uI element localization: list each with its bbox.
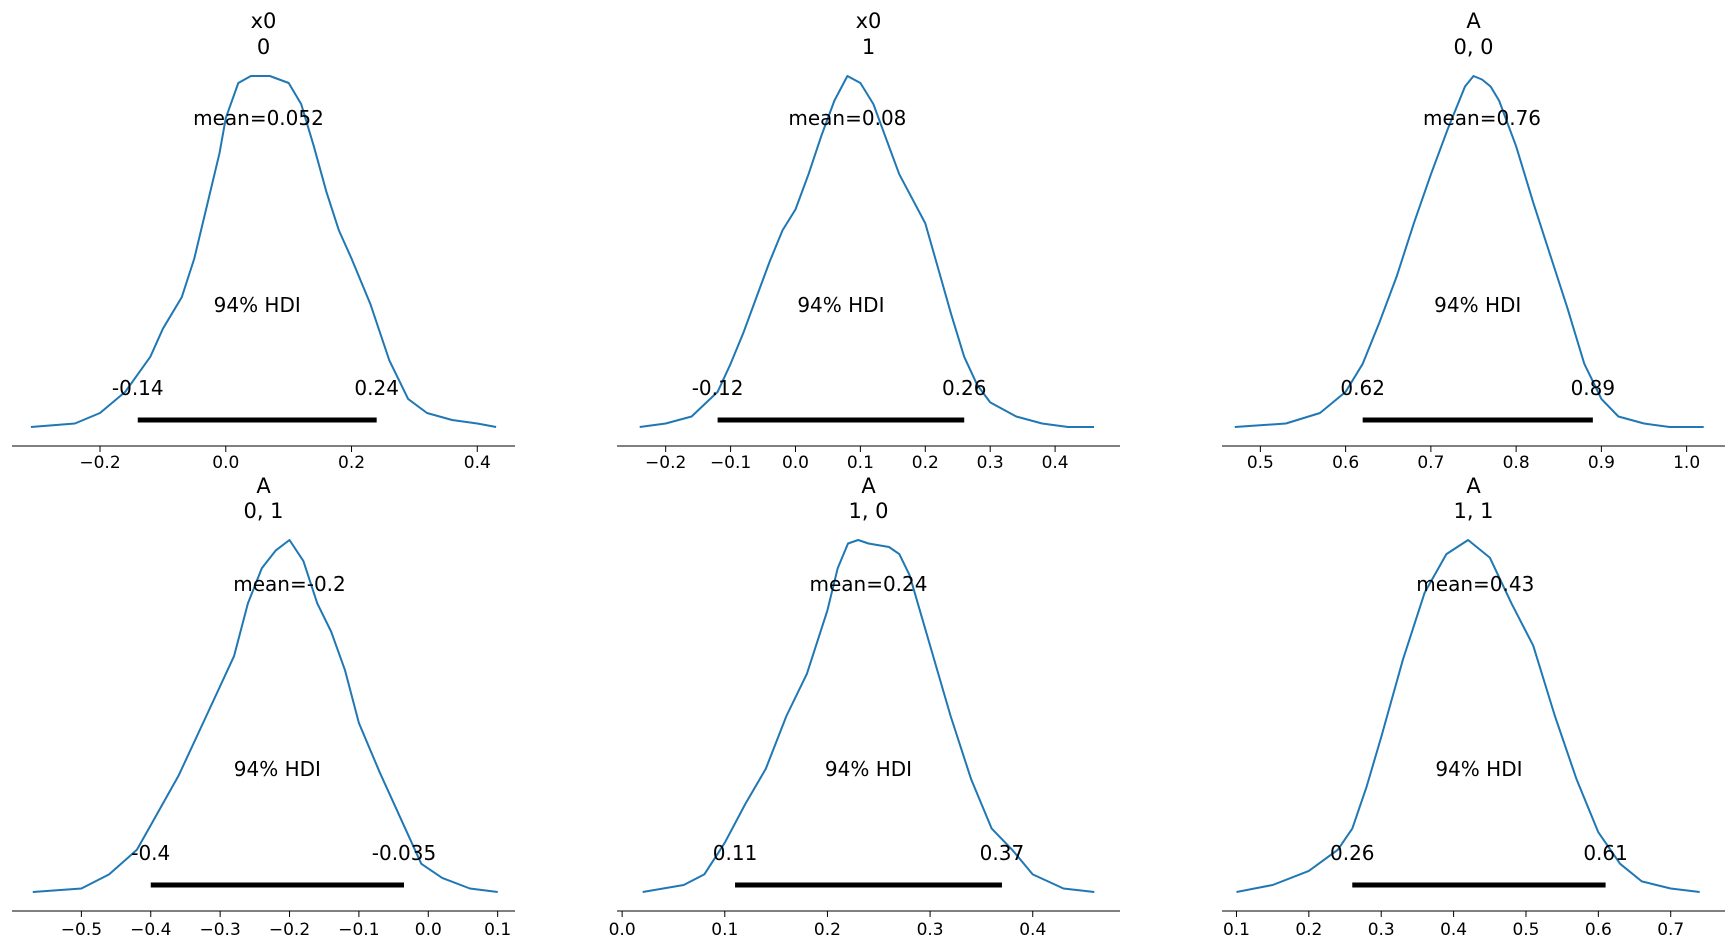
posterior-panel-3: A0, 1 mean=-0.2 94% HDI -0.4 -0.035 −0.5 −0.4 −… bbox=[12, 474, 515, 940]
x-tick-label: 0.6 bbox=[1585, 920, 1612, 940]
panel-title-line-0: x0 bbox=[251, 9, 277, 33]
x-tick-label: 0.2 bbox=[814, 920, 841, 940]
x-tick-label: −0.1 bbox=[710, 453, 751, 473]
hdi-label: 94% HDI bbox=[214, 293, 301, 317]
panel-title-line-1: 1, 1 bbox=[1453, 499, 1493, 523]
x-tick-label: 0.1 bbox=[847, 453, 874, 473]
density-curve bbox=[30, 75, 497, 428]
posterior-panel-4: A1, 0 mean=0.24 94% HDI 0.11 0.37 0.0 0.1 0.2 0.… bbox=[609, 474, 1120, 940]
x-tick-label: 0.3 bbox=[1368, 920, 1395, 940]
density-curve bbox=[1236, 539, 1700, 893]
hdi-upper-label: -0.035 bbox=[372, 841, 436, 865]
density-curve bbox=[642, 539, 1095, 893]
x-tick-label: 0.0 bbox=[782, 453, 809, 473]
panel-title-line-0: A bbox=[861, 474, 876, 498]
hdi-upper-label: 0.89 bbox=[1571, 376, 1616, 400]
x-tick-label: 0.3 bbox=[917, 920, 944, 940]
density-curve bbox=[32, 539, 498, 893]
x-tick-label: 1.0 bbox=[1673, 453, 1700, 473]
hdi-label: 94% HDI bbox=[825, 757, 912, 781]
hdi-upper-label: 0.26 bbox=[942, 376, 987, 400]
x-tick-label: 0.0 bbox=[212, 453, 239, 473]
hdi-label: 94% HDI bbox=[1435, 757, 1522, 781]
hdi-lower-label: 0.11 bbox=[713, 841, 758, 865]
density-curve bbox=[639, 75, 1094, 428]
x-tick-label: 0.0 bbox=[609, 920, 636, 940]
hdi-label: 94% HDI bbox=[1434, 293, 1521, 317]
posterior-panel-5: A1, 1 mean=0.43 94% HDI 0.26 0.61 0.1 0.2 0.3 0.… bbox=[1222, 474, 1725, 940]
panel-title-line-1: 0, 0 bbox=[1453, 35, 1493, 59]
x-tick-label: 0.3 bbox=[977, 453, 1004, 473]
x-tick-label: 0.0 bbox=[415, 920, 442, 940]
hdi-upper-label: 0.61 bbox=[1583, 841, 1628, 865]
x-tick-label: 0.5 bbox=[1512, 920, 1539, 940]
x-tick-label: 0.9 bbox=[1588, 453, 1615, 473]
x-tick-label: −0.2 bbox=[645, 453, 686, 473]
hdi-label: 94% HDI bbox=[234, 757, 321, 781]
x-tick-label: 0.7 bbox=[1657, 920, 1684, 940]
hdi-lower-label: 0.62 bbox=[1340, 376, 1385, 400]
panel-title-line-0: A bbox=[1466, 474, 1481, 498]
hdi-lower-label: 0.26 bbox=[1330, 841, 1375, 865]
x-tick-label: 0.4 bbox=[1042, 453, 1069, 473]
x-tick-label: 0.6 bbox=[1332, 453, 1359, 473]
panel-title-line-0: x0 bbox=[856, 9, 882, 33]
x-tick-label: 0.1 bbox=[1223, 920, 1250, 940]
mean-label: mean=0.08 bbox=[788, 106, 906, 130]
x-tick-label: −0.2 bbox=[79, 453, 120, 473]
panel-title-line-0: A bbox=[1466, 9, 1481, 33]
hdi-upper-label: 0.24 bbox=[354, 376, 399, 400]
posterior-panel-0: x00 mean=0.052 94% HDI -0.14 0.24 −0.2 0.0 0.2 0… bbox=[12, 9, 515, 473]
panel-title-line-1: 1, 0 bbox=[848, 499, 888, 523]
hdi-upper-label: 0.37 bbox=[980, 841, 1025, 865]
mean-label: mean=0.24 bbox=[809, 572, 927, 596]
x-tick-label: 0.1 bbox=[484, 920, 511, 940]
x-tick-label: 0.7 bbox=[1417, 453, 1444, 473]
panel-title-line-1: 0 bbox=[257, 35, 270, 59]
posterior-panel-2: A0, 0 mean=0.76 94% HDI 0.62 0.89 0.5 0.6 0.7 0.… bbox=[1222, 9, 1725, 473]
x-tick-label: 0.4 bbox=[1019, 920, 1046, 940]
hdi-lower-label: -0.4 bbox=[131, 841, 170, 865]
panel-title-line-0: A bbox=[256, 474, 271, 498]
panel-title-line-1: 0, 1 bbox=[243, 499, 283, 523]
mean-label: mean=-0.2 bbox=[233, 572, 346, 596]
x-tick-label: 0.2 bbox=[338, 453, 365, 473]
posterior-panel-1: x01 mean=0.08 94% HDI -0.12 0.26 −0.2 −0.1 0.0 0… bbox=[617, 9, 1120, 473]
x-tick-label: −0.3 bbox=[199, 920, 240, 940]
hdi-label: 94% HDI bbox=[797, 293, 884, 317]
x-tick-label: 0.8 bbox=[1503, 453, 1530, 473]
mean-label: mean=0.43 bbox=[1416, 572, 1534, 596]
x-tick-label: 0.1 bbox=[711, 920, 738, 940]
x-tick-label: 0.5 bbox=[1247, 453, 1274, 473]
x-tick-label: 0.4 bbox=[1440, 920, 1467, 940]
x-tick-label: −0.1 bbox=[338, 920, 379, 940]
density-curve bbox=[1234, 75, 1704, 428]
x-tick-label: −0.2 bbox=[269, 920, 310, 940]
x-tick-label: −0.5 bbox=[61, 920, 102, 940]
hdi-lower-label: -0.12 bbox=[692, 376, 744, 400]
panel-title-line-1: 1 bbox=[862, 35, 875, 59]
mean-label: mean=0.76 bbox=[1423, 106, 1541, 130]
x-tick-label: 0.4 bbox=[464, 453, 491, 473]
mean-label: mean=0.052 bbox=[193, 106, 324, 130]
hdi-lower-label: -0.14 bbox=[112, 376, 164, 400]
x-tick-label: −0.4 bbox=[130, 920, 171, 940]
x-tick-label: 0.2 bbox=[912, 453, 939, 473]
x-tick-label: 0.2 bbox=[1295, 920, 1322, 940]
